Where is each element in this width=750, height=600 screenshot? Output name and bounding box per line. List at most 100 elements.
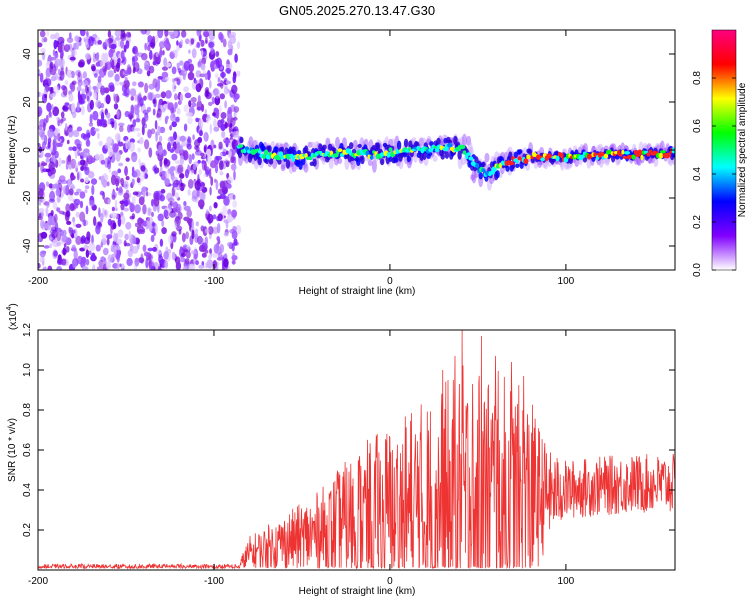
noise-blob — [108, 146, 113, 158]
signal-highlight — [624, 151, 631, 155]
signal-highlight — [466, 152, 471, 156]
noise-blob — [132, 235, 137, 245]
colorbar-axes: 0.0 0.2 0.4 0.6 0.8 — [692, 71, 736, 277]
noise-blob — [107, 30, 112, 38]
snr-x-tick-label: 0 — [387, 576, 393, 587]
noise-blob — [40, 47, 46, 54]
noise-blob — [216, 223, 221, 234]
noise-blob — [38, 143, 41, 147]
noise-blob — [88, 250, 92, 256]
noise-blob — [198, 264, 205, 269]
noise-blob — [231, 84, 238, 95]
noise-blob — [88, 90, 93, 96]
noise-blob — [192, 134, 195, 141]
noise-blob — [235, 224, 242, 235]
signal-highlight — [481, 168, 486, 173]
noise-blob — [90, 178, 98, 185]
noise-blob — [44, 152, 52, 158]
noise-blob — [98, 140, 103, 147]
noise-blob — [98, 207, 101, 218]
noise-blob — [176, 62, 180, 67]
noise-blob — [48, 198, 56, 203]
noise-blob — [171, 251, 176, 261]
noise-blob — [209, 205, 212, 212]
noise-blob — [39, 256, 45, 263]
noise-blob — [85, 139, 91, 147]
noise-blob — [219, 93, 225, 100]
noise-blob — [101, 233, 107, 241]
noise-blob — [171, 121, 177, 128]
noise-blob — [172, 182, 179, 188]
noise-blob — [190, 38, 195, 45]
noise-blob — [134, 222, 139, 227]
noise-blob — [167, 31, 175, 36]
noise-blob — [196, 41, 201, 48]
noise-blob — [84, 185, 90, 190]
noise-blob — [216, 195, 222, 200]
noise-blob — [119, 200, 125, 205]
noise-blob — [46, 30, 50, 37]
noise-blob — [127, 124, 131, 133]
noise-blob — [174, 49, 178, 59]
noise-blob — [125, 157, 130, 162]
noise-blob — [45, 206, 49, 217]
noise-blob — [174, 221, 177, 229]
noise-blob — [221, 131, 226, 139]
noise-blob — [179, 135, 186, 142]
signal-core — [257, 156, 262, 166]
noise-blob — [148, 147, 153, 158]
noise-blob — [107, 254, 113, 263]
signal-core — [296, 150, 302, 155]
noise-blob — [223, 139, 231, 144]
noise-blob — [132, 56, 136, 67]
noise-blob — [88, 242, 96, 252]
noise-blob — [206, 70, 211, 81]
noise-blob — [74, 191, 79, 196]
noise-blob — [63, 44, 71, 53]
noise-blob — [130, 95, 134, 101]
noise-blob — [182, 265, 189, 270]
noise-blob — [227, 106, 232, 115]
noise-blob — [114, 93, 120, 104]
noise-blob — [44, 94, 48, 99]
noise-blob — [72, 146, 77, 152]
noise-blob — [227, 150, 232, 158]
noise-blob — [59, 118, 64, 124]
noise-blob — [191, 102, 197, 108]
noise-blob — [204, 228, 210, 234]
noise-blob — [131, 166, 135, 174]
noise-blob — [147, 45, 151, 51]
noise-blob — [165, 170, 170, 179]
noise-blob — [74, 149, 78, 159]
signal-core — [375, 142, 381, 152]
noise-blob — [208, 101, 213, 106]
noise-blob — [91, 184, 95, 196]
noise-blob — [43, 245, 50, 249]
signal-highlight — [640, 154, 644, 161]
signal-core — [453, 135, 458, 145]
noise-blob — [161, 128, 165, 133]
noise-blob — [207, 226, 214, 235]
noise-blob — [141, 52, 148, 61]
noise-blob — [223, 86, 229, 95]
noise-blob — [104, 210, 107, 216]
noise-blob — [70, 49, 78, 57]
noise-blob — [45, 168, 51, 173]
colorbar-tick-label: 0.4 — [692, 167, 703, 181]
noise-blob — [187, 71, 195, 81]
noise-blob — [57, 133, 61, 142]
noise-blob — [205, 166, 210, 176]
noise-blob — [217, 78, 221, 83]
noise-blob — [173, 131, 177, 141]
noise-blob — [80, 30, 86, 37]
noise-blob — [38, 128, 45, 138]
noise-blob — [100, 159, 106, 165]
noise-blob — [137, 229, 145, 233]
noise-blob — [215, 179, 219, 191]
noise-blob — [58, 157, 62, 168]
noise-blob — [188, 263, 196, 270]
noise-blob — [91, 252, 96, 262]
noise-blob — [73, 249, 78, 260]
noise-blob — [93, 216, 97, 227]
snr-y-label: SNR (10 * v/v) — [7, 418, 18, 482]
